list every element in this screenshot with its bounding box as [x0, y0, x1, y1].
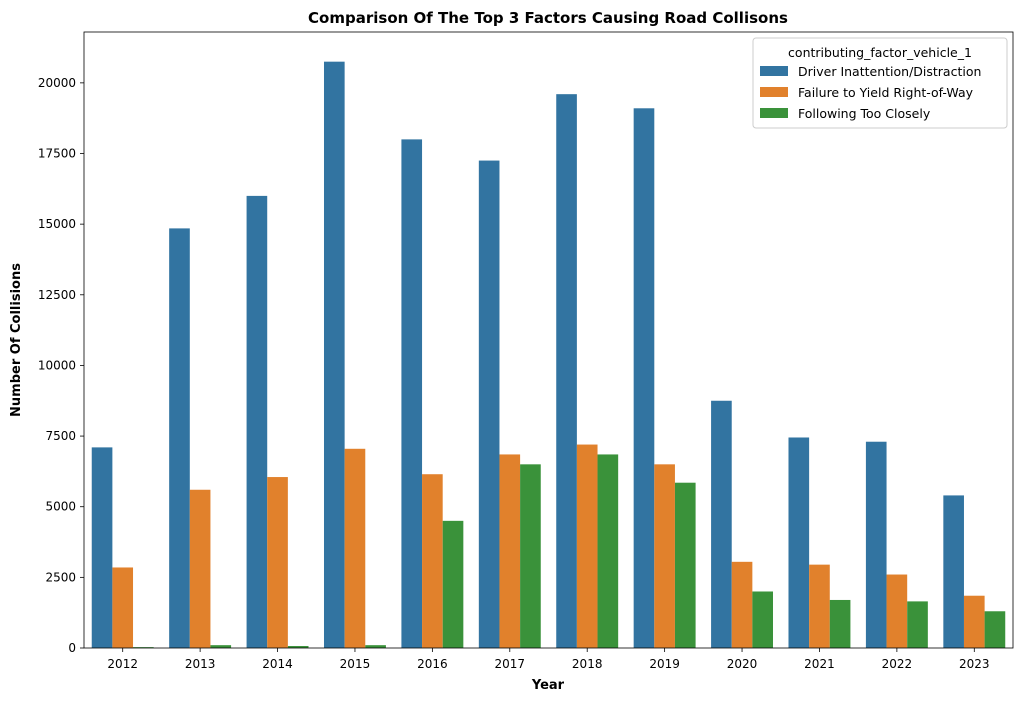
legend-label-0: Driver Inattention/Distraction — [798, 64, 981, 79]
bar-2017-series-1 — [499, 454, 521, 648]
y-tick-label: 7500 — [45, 429, 76, 443]
y-tick-label: 2500 — [45, 570, 76, 584]
bar-2013-series-1 — [189, 489, 211, 648]
bar-2019-series-1 — [654, 464, 675, 648]
bar-2023-series-2 — [984, 611, 1006, 648]
bar-2012-series-0 — [91, 447, 113, 648]
y-tick-label: 15000 — [38, 217, 76, 231]
y-tick-label: 5000 — [45, 500, 76, 514]
bar-2012-series-1 — [112, 567, 134, 648]
legend-swatch-1 — [760, 87, 788, 97]
y-tick-label: 17500 — [38, 147, 76, 161]
bar-2019-series-0 — [633, 108, 655, 649]
bar-2023-series-1 — [963, 595, 985, 648]
bar-2022-series-0 — [865, 441, 887, 648]
bar-2015-series-1 — [344, 448, 366, 648]
x-tick-label: 2014 — [262, 657, 293, 671]
bar-2023-series-0 — [943, 495, 964, 648]
bar-2018-series-1 — [576, 444, 598, 648]
plot-frame — [83, 31, 1014, 649]
bar-2020-series-2 — [752, 591, 773, 648]
bar-2016-series-1 — [422, 474, 443, 648]
legend-label-2: Following Too Closely — [798, 106, 931, 121]
legend: contributing_factor_vehicle_1 Driver Ina… — [752, 37, 1008, 129]
x-tick-label: 2017 — [495, 657, 526, 671]
bar-2020-series-0 — [711, 400, 732, 648]
bar-2017-series-2 — [520, 464, 541, 648]
legend-title: contributing_factor_vehicle_1 — [788, 45, 972, 60]
bar-2021-series-0 — [788, 437, 810, 648]
bar-2015-series-2 — [365, 645, 386, 648]
y-tick-label: 12500 — [38, 288, 76, 302]
bar-2018-series-0 — [556, 94, 577, 649]
y-axis-label: Number Of Collisions — [9, 263, 24, 417]
bar-2017-series-0 — [478, 160, 500, 648]
legend-swatch-0 — [760, 66, 788, 76]
bar-2018-series-2 — [597, 454, 619, 648]
bar-2016-series-2 — [442, 520, 464, 648]
bars-group — [91, 61, 1006, 649]
x-tick-label: 2020 — [727, 657, 758, 671]
bar-2015-series-0 — [323, 61, 345, 649]
y-tick-label: 20000 — [38, 76, 76, 90]
x-tick-label: 2021 — [804, 657, 835, 671]
chart-title: Comparison Of The Top 3 Factors Causing … — [308, 9, 788, 27]
legend-label-1: Failure to Yield Right-of-Way — [798, 85, 974, 100]
bar-2012-series-2 — [133, 647, 154, 648]
y-tick-label: 10000 — [38, 358, 76, 372]
bar-2014-series-0 — [246, 195, 268, 648]
x-axis-ticks: 2012 2013 2014 2015 2016 2017 2018 2019 2020 2021… — [107, 648, 990, 671]
bar-2021-series-1 — [809, 564, 830, 648]
y-axis-ticks: 0 2500 5000 7500 10000 12500 15000 17500 20000 — [38, 76, 84, 655]
x-tick-label: 2015 — [340, 657, 371, 671]
bar-2022-series-2 — [907, 601, 928, 648]
bar-2014-series-2 — [287, 646, 309, 648]
bar-2014-series-1 — [267, 477, 288, 648]
x-tick-label: 2019 — [649, 657, 680, 671]
bar-2013-series-2 — [210, 645, 232, 648]
x-tick-label: 2023 — [959, 657, 990, 671]
bar-2021-series-2 — [829, 599, 851, 648]
x-tick-label: 2012 — [107, 657, 138, 671]
x-tick-label: 2016 — [417, 657, 448, 671]
legend-swatch-2 — [760, 108, 788, 118]
bar-2020-series-1 — [731, 561, 753, 648]
x-tick-label: 2022 — [882, 657, 913, 671]
bar-2019-series-2 — [674, 482, 696, 648]
bar-2016-series-0 — [401, 139, 423, 648]
y-tick-label: 0 — [68, 641, 76, 655]
bar-2013-series-0 — [169, 228, 190, 648]
x-tick-label: 2018 — [572, 657, 603, 671]
bar-2022-series-1 — [886, 574, 908, 648]
x-tick-label: 2013 — [185, 657, 216, 671]
x-axis-label: Year — [531, 678, 565, 693]
legend-box — [752, 37, 1008, 129]
